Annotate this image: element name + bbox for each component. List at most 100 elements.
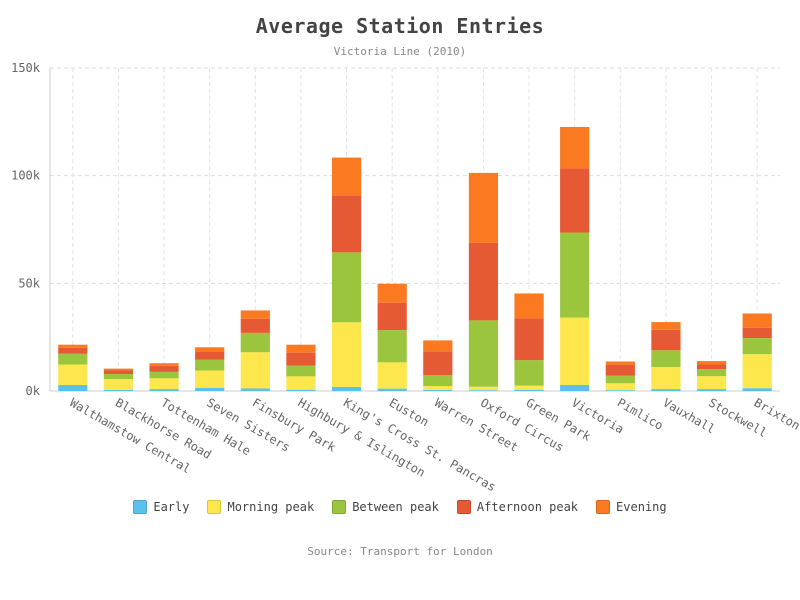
bar-segment[interactable]	[742, 313, 772, 328]
bar-segment[interactable]	[331, 252, 362, 323]
bar-segment[interactable]	[514, 318, 544, 361]
bar-segment[interactable]	[423, 351, 453, 376]
x-tick-label: Warren Street	[432, 395, 520, 454]
legend-item[interactable]: Morning peak	[207, 500, 314, 514]
bar-segment[interactable]	[651, 389, 681, 391]
bar-segment[interactable]	[240, 310, 270, 319]
legend-label: Morning peak	[227, 500, 315, 514]
legend-label: Between peak	[352, 500, 439, 514]
bar-segment[interactable]	[468, 386, 499, 391]
legend-swatch	[596, 500, 611, 514]
bar-segment[interactable]	[696, 376, 727, 390]
bar-segment[interactable]	[696, 361, 727, 365]
bar-segment[interactable]	[468, 320, 499, 387]
bar-segment[interactable]	[286, 344, 316, 353]
y-tick-label: 0k	[26, 384, 41, 398]
bar-segment[interactable]	[286, 365, 316, 377]
bar-segment[interactable]	[331, 386, 362, 391]
bar-segment[interactable]	[696, 364, 727, 370]
bar-segment[interactable]	[742, 327, 772, 339]
bar-segment[interactable]	[605, 375, 635, 384]
bar-segment[interactable]	[149, 363, 179, 366]
bar-segment[interactable]	[605, 361, 635, 365]
bar-segment[interactable]	[742, 338, 772, 355]
legend-item[interactable]: Early	[133, 500, 189, 514]
bar-segment[interactable]	[742, 354, 772, 389]
bar-segment[interactable]	[58, 347, 88, 354]
bar-segment[interactable]	[423, 340, 453, 352]
bar-segment[interactable]	[560, 127, 590, 169]
bar-segment[interactable]	[651, 367, 681, 390]
bar-segment[interactable]	[423, 389, 453, 391]
legend-item[interactable]: Between peak	[332, 500, 439, 514]
bar-segment[interactable]	[377, 330, 407, 363]
bar-segment[interactable]	[149, 389, 179, 391]
bar-segment[interactable]	[696, 389, 727, 391]
bar-segment[interactable]	[605, 390, 635, 391]
bar-segment[interactable]	[149, 378, 179, 390]
bar-segment[interactable]	[286, 352, 316, 366]
bar-segment[interactable]	[240, 318, 270, 333]
bar-segment[interactable]	[514, 360, 544, 386]
bar-segment[interactable]	[240, 352, 270, 389]
bar-segment[interactable]	[377, 302, 407, 331]
bar-segment[interactable]	[377, 362, 407, 389]
bar-segment[interactable]	[742, 388, 772, 391]
bar-segment[interactable]	[195, 370, 225, 388]
bar-segment[interactable]	[331, 157, 362, 196]
legend-swatch	[456, 500, 471, 514]
bar-segment[interactable]	[560, 317, 590, 385]
bar-segment[interactable]	[58, 344, 88, 348]
bar-segment[interactable]	[286, 376, 316, 390]
bar-segment[interactable]	[377, 283, 407, 303]
legend-label: Afternoon peak	[476, 500, 579, 514]
bar-segment[interactable]	[514, 389, 544, 391]
legend-item[interactable]: Afternoon peak	[456, 500, 579, 514]
bar-segment[interactable]	[149, 365, 179, 372]
bar-segment[interactable]	[149, 371, 179, 379]
legend-swatch	[332, 500, 347, 514]
bar-segment[interactable]	[195, 359, 225, 371]
y-tick-label: 150k	[11, 61, 41, 75]
bar-segment[interactable]	[468, 390, 499, 391]
bar-segment[interactable]	[331, 195, 362, 253]
bar-segment[interactable]	[651, 322, 681, 330]
bar-segment[interactable]	[468, 242, 499, 321]
bar-segment[interactable]	[58, 364, 88, 385]
bar-segment[interactable]	[58, 384, 88, 391]
bar-segment[interactable]	[560, 168, 590, 233]
bar-segment[interactable]	[514, 293, 544, 319]
chart-subtitle: Victoria Line (2010)	[333, 45, 467, 58]
bar-segment[interactable]	[240, 388, 270, 391]
legend-label: Early	[153, 500, 190, 514]
bar-segment[interactable]	[468, 172, 499, 243]
bar-segment[interactable]	[58, 353, 88, 365]
legend-label: Evening	[616, 500, 667, 514]
bar-segment[interactable]	[560, 384, 590, 391]
bar-segment[interactable]	[377, 388, 407, 391]
bar-segment[interactable]	[286, 389, 316, 391]
bar-segment[interactable]	[605, 383, 635, 391]
bar-segment[interactable]	[651, 329, 681, 351]
bar-segment[interactable]	[195, 387, 225, 391]
bar-segment[interactable]	[103, 389, 134, 391]
bar-segment[interactable]	[103, 370, 134, 374]
bar-segment[interactable]	[240, 332, 270, 353]
chart-title: Average Station Entries	[255, 14, 545, 38]
bar-segment[interactable]	[103, 373, 134, 380]
bar-segment[interactable]	[103, 379, 134, 390]
bar-segment[interactable]	[331, 322, 362, 387]
bar-segment[interactable]	[605, 364, 635, 376]
bar-segment[interactable]	[423, 386, 453, 390]
chart-legend: Early Morning peak Between peak Afternoon p…	[0, 500, 800, 514]
bar-segment[interactable]	[195, 351, 225, 360]
legend-item[interactable]: Evening	[596, 500, 667, 514]
chart-source: Source: Transport for London	[307, 545, 493, 558]
bar-segment[interactable]	[514, 385, 544, 390]
bar-segment[interactable]	[103, 368, 134, 371]
bar-segment[interactable]	[195, 347, 225, 352]
bar-segment[interactable]	[651, 350, 681, 368]
bar-segment[interactable]	[696, 369, 727, 377]
bar-segment[interactable]	[423, 375, 453, 387]
bar-segment[interactable]	[560, 232, 590, 318]
